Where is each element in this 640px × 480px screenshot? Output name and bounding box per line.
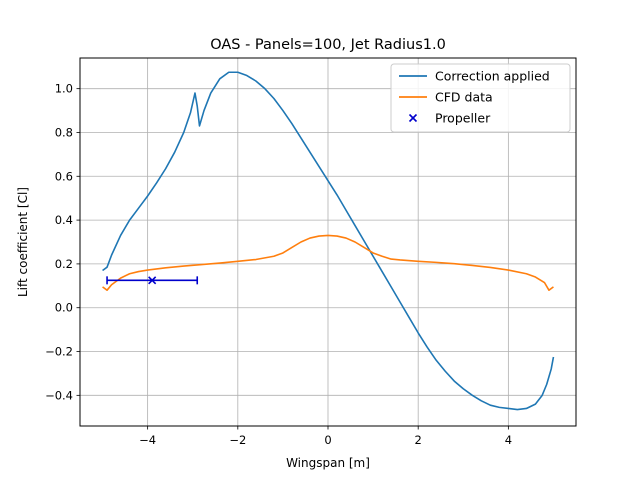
legend-label: Correction applied — [435, 69, 550, 84]
legend-label: CFD data — [435, 90, 493, 105]
data-point-marker — [148, 276, 157, 285]
x-tick-label: −4 — [139, 433, 156, 447]
series-0 — [102, 71, 555, 411]
legend-box — [390, 63, 571, 133]
grid — [80, 58, 576, 426]
x-tick-label: 0 — [324, 433, 331, 447]
legend-label: Propeller — [435, 111, 491, 126]
series-line-1 — [102, 234, 554, 291]
chart-title: OAS - Panels=100, Jet Radius1.0 — [210, 37, 446, 53]
x-tick-label: 4 — [505, 433, 512, 447]
series-1 — [102, 234, 554, 291]
y-tick-label: 0.0 — [55, 301, 73, 315]
y-axis-label: Lift coefficient [Cl] — [16, 187, 30, 297]
series-line-0 — [102, 71, 555, 411]
y-tick-label: 0.8 — [55, 125, 73, 139]
y-tick-label: −0.4 — [45, 388, 73, 402]
y-tick-label: 0.6 — [55, 169, 73, 183]
legend: Correction applied CFD data Propeller — [390, 63, 571, 133]
y-tick-label: 0.4 — [55, 213, 73, 227]
ticks: −4 −2 0 2 4 −0.4 −0.2 0.0 0.2 0.4 0.6 0.8 1.0 — [45, 82, 512, 447]
y-tick-label: −0.2 — [45, 345, 73, 359]
legend-swatch-2 — [408, 113, 418, 123]
y-tick-label: 0.2 — [55, 257, 73, 271]
x-tick-label: −2 — [229, 433, 246, 447]
x-tick-label: 2 — [415, 433, 422, 447]
y-tick-label: 1.0 — [55, 82, 73, 96]
series-layer — [102, 71, 555, 411]
series-2 — [106, 276, 199, 285]
x-axis-label: Wingspan [m] — [286, 456, 370, 470]
